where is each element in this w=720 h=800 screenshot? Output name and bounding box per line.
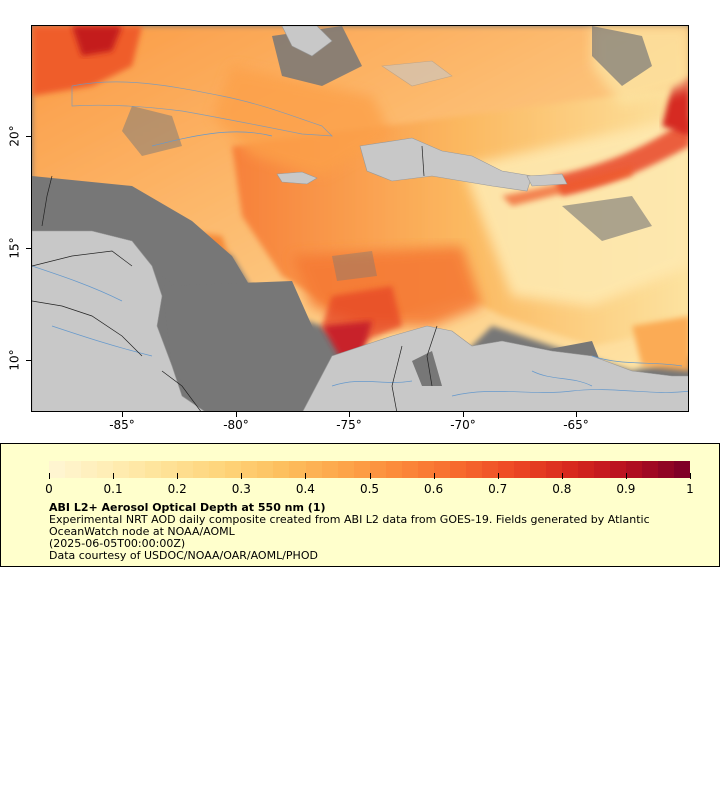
colorbar-swatch bbox=[401, 461, 418, 478]
colorbar-tick bbox=[177, 473, 179, 479]
lon-label-65: -65° bbox=[563, 418, 589, 432]
lon-tick bbox=[349, 412, 350, 417]
colorbar-tick bbox=[561, 473, 563, 479]
colorbar-tick bbox=[113, 473, 115, 479]
colorbar-swatch bbox=[545, 461, 562, 478]
nodata-patches bbox=[32, 26, 652, 411]
rivers bbox=[32, 131, 688, 397]
colorbar-swatch bbox=[433, 461, 450, 478]
description-line-2: OceanWatch node at NOAA/AOML bbox=[49, 525, 235, 538]
colorbar-tick-label: 0.1 bbox=[103, 482, 123, 496]
colorbar-swatch bbox=[273, 461, 290, 478]
colorbar-swatch bbox=[177, 461, 194, 478]
colorbar-swatch bbox=[337, 461, 354, 478]
timestamp: (2025-06-05T00:00:00Z) bbox=[49, 537, 186, 550]
lat-label-20: 20° bbox=[7, 125, 22, 147]
colorbar-swatch bbox=[289, 461, 306, 478]
colorbar-swatch bbox=[321, 461, 338, 478]
colorbar-tick-label: 0.2 bbox=[167, 482, 187, 496]
colorbar-swatch bbox=[610, 461, 627, 478]
colorbar-tick bbox=[369, 473, 371, 479]
colorbar-swatch bbox=[578, 461, 595, 478]
lon-label-85: -85° bbox=[109, 418, 135, 432]
colorbar-swatch bbox=[97, 461, 114, 478]
legend-panel: ABI L2+ Aerosol Optical Depth at 550 nm … bbox=[0, 443, 720, 567]
data-credit: Data courtesy of USDOC/NOAA/OAR/AOML/PHO… bbox=[49, 549, 318, 562]
legend-title: ABI L2+ Aerosol Optical Depth at 550 nm … bbox=[49, 501, 326, 514]
colorbar-tick-label: 0.7 bbox=[488, 482, 508, 496]
lon-label-80: -80° bbox=[223, 418, 249, 432]
colorbar-tick bbox=[49, 473, 50, 479]
colorbar-swatch bbox=[65, 461, 82, 478]
colorbar-swatch bbox=[658, 461, 675, 478]
colorbar-swatch bbox=[417, 461, 434, 478]
colorbar-tick-label: 0.9 bbox=[616, 482, 636, 496]
colorbar-swatch bbox=[129, 461, 146, 478]
colorbar-swatch bbox=[49, 461, 66, 478]
colorbar-swatch bbox=[529, 461, 546, 478]
colorbar-tick-label: 0.5 bbox=[359, 482, 380, 496]
colorbar-swatch bbox=[369, 461, 386, 478]
colorbar-swatch bbox=[642, 461, 659, 478]
colorbar-swatch bbox=[241, 461, 258, 478]
colorbar-swatch bbox=[449, 461, 466, 478]
country-borders bbox=[32, 145, 438, 411]
colorbar-tick-label: 0.8 bbox=[552, 482, 572, 496]
colorbar-swatch bbox=[257, 461, 274, 478]
colorbar-swatch bbox=[145, 461, 162, 478]
description-line-1: Experimental NRT AOD daily composite cre… bbox=[49, 513, 650, 526]
colorbar-tick bbox=[690, 473, 691, 479]
colorbar-tick bbox=[305, 473, 307, 479]
colorbar-swatch bbox=[481, 461, 498, 478]
colorbar-swatch bbox=[161, 461, 178, 478]
aod-field bbox=[32, 26, 688, 371]
colorbar-tick bbox=[433, 473, 435, 479]
lon-label-75: -75° bbox=[336, 418, 362, 432]
colorbar-swatch bbox=[594, 461, 611, 478]
colorbar-swatch bbox=[465, 461, 482, 478]
lon-tick bbox=[576, 412, 577, 417]
colorbar-swatch bbox=[193, 461, 210, 478]
colorbar-swatch bbox=[513, 461, 530, 478]
lat-label-15: 15° bbox=[7, 237, 22, 259]
colorbar-swatch bbox=[562, 461, 579, 478]
lon-tick bbox=[122, 412, 123, 417]
colorbar bbox=[49, 461, 691, 478]
lat-tick bbox=[26, 136, 31, 137]
colorbar-swatch bbox=[209, 461, 226, 478]
legend-description: Experimental NRT AOD daily composite cre… bbox=[49, 514, 689, 562]
colorbar-swatch bbox=[225, 461, 242, 478]
colorbar-swatch bbox=[674, 461, 691, 478]
lat-label-10: 10° bbox=[7, 349, 22, 371]
colorbar-tick bbox=[241, 473, 243, 479]
lat-tick bbox=[26, 248, 31, 249]
colorbar-swatch bbox=[353, 461, 370, 478]
colorbar-tick-label: 0.4 bbox=[295, 482, 315, 496]
colorbar-swatch bbox=[113, 461, 130, 478]
colorbar-swatch bbox=[305, 461, 322, 478]
colorbar-swatch bbox=[497, 461, 514, 478]
colorbar-tick bbox=[497, 473, 499, 479]
map-canvas bbox=[32, 26, 688, 411]
colorbar-swatch bbox=[626, 461, 643, 478]
colorbar-swatch bbox=[385, 461, 402, 478]
colorbar-tick bbox=[625, 473, 627, 479]
colorbar-tick-label: 0.6 bbox=[424, 482, 444, 496]
colorbar-swatch bbox=[81, 461, 98, 478]
lon-label-70: -70° bbox=[450, 418, 476, 432]
colorbar-tick-label: 1 bbox=[686, 482, 694, 496]
lon-tick bbox=[463, 412, 464, 417]
lon-tick bbox=[236, 412, 237, 417]
lat-tick bbox=[26, 360, 31, 361]
colorbar-tick-label: 0 bbox=[45, 482, 53, 496]
aod-map[interactable] bbox=[31, 25, 689, 412]
colorbar-tick-label: 0.3 bbox=[231, 482, 251, 496]
